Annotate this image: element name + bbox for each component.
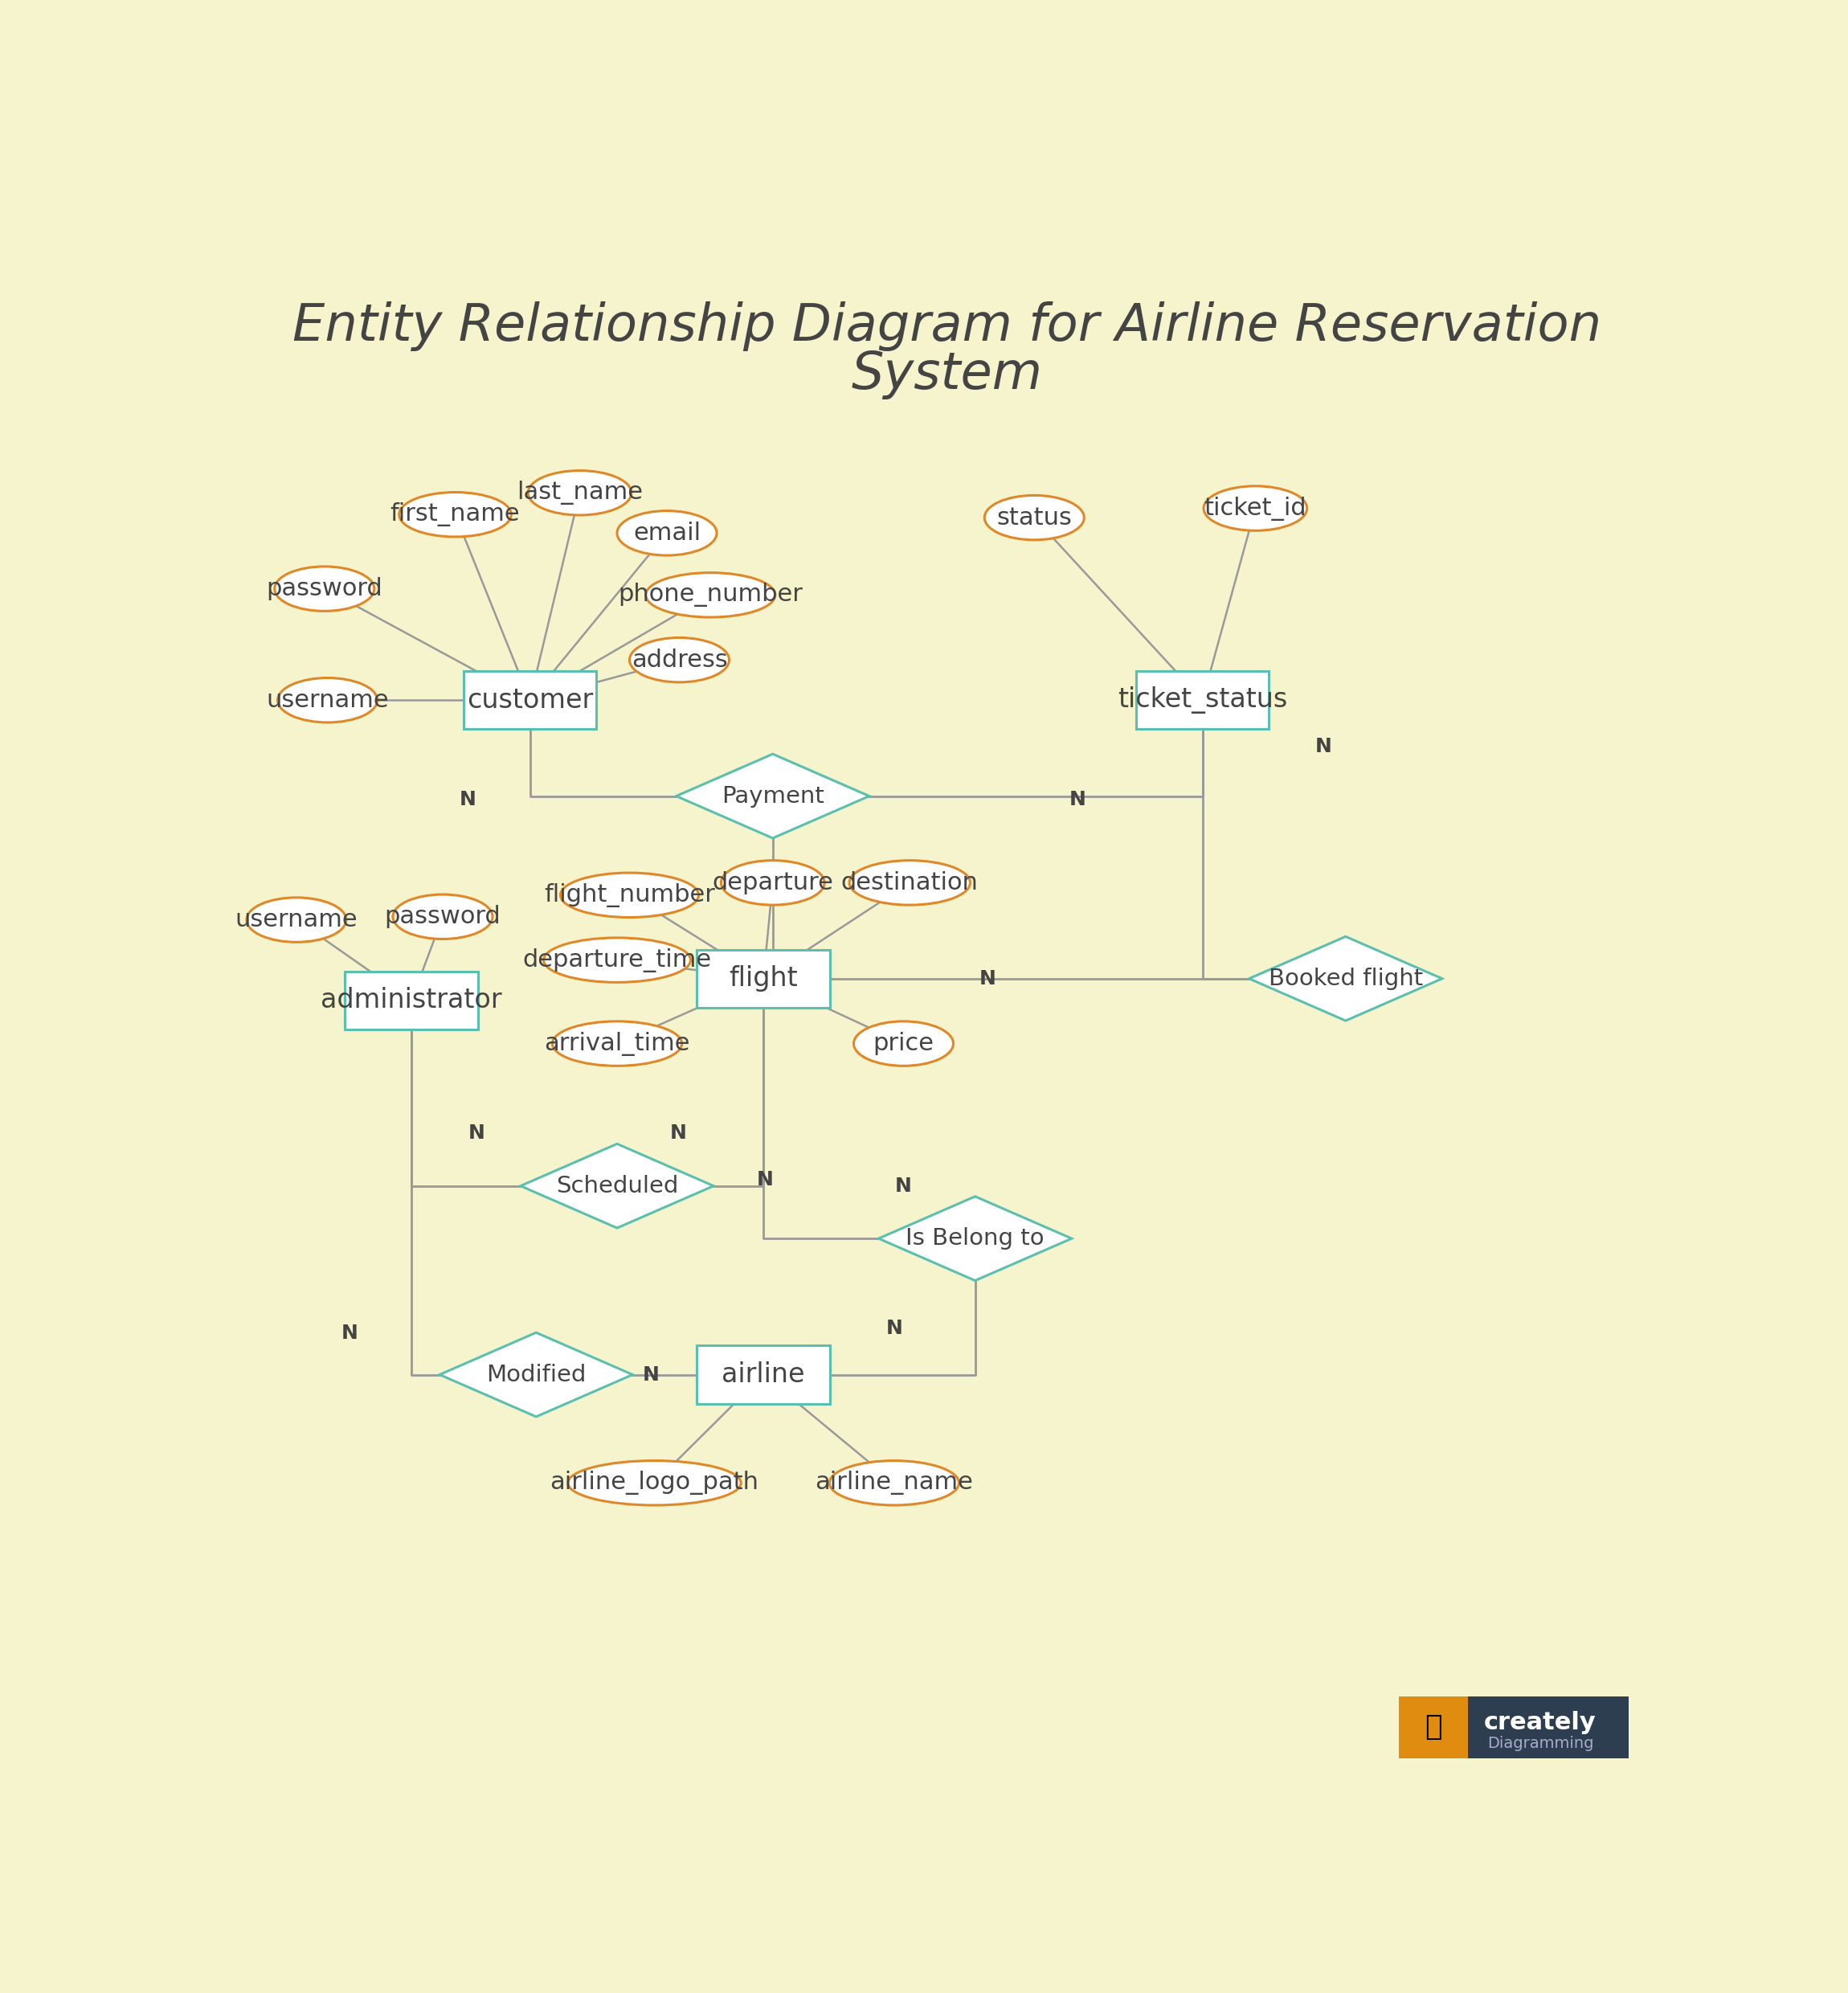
Text: Modified: Modified [486, 1363, 586, 1385]
Ellipse shape [830, 1461, 959, 1505]
Text: address: address [632, 648, 728, 672]
Text: N: N [758, 1170, 774, 1190]
Text: N: N [469, 1124, 486, 1142]
FancyBboxPatch shape [1399, 1696, 1628, 1758]
Ellipse shape [275, 566, 373, 612]
FancyBboxPatch shape [697, 949, 830, 1008]
Ellipse shape [399, 492, 512, 536]
Text: Booked flight: Booked flight [1268, 967, 1423, 991]
Ellipse shape [617, 510, 717, 556]
Text: ticket_status: ticket_status [1118, 686, 1288, 713]
Text: ticket_id: ticket_id [1205, 496, 1307, 520]
Text: first_name: first_name [390, 502, 519, 526]
Ellipse shape [985, 496, 1085, 540]
Polygon shape [440, 1333, 632, 1417]
FancyBboxPatch shape [464, 672, 597, 729]
Text: airline_logo_path: airline_logo_path [551, 1471, 760, 1495]
Text: Entity Relationship Diagram for Airline Reservation: Entity Relationship Diagram for Airline … [292, 301, 1602, 351]
Text: password: password [266, 578, 383, 600]
Text: last_name: last_name [517, 480, 643, 504]
Ellipse shape [394, 895, 493, 939]
Text: airline_name: airline_name [815, 1471, 974, 1495]
Text: flight: flight [728, 965, 798, 993]
Text: Diagramming: Diagramming [1488, 1736, 1593, 1752]
Ellipse shape [567, 1461, 741, 1505]
Text: password: password [384, 905, 501, 929]
Ellipse shape [850, 861, 970, 905]
Text: System: System [852, 349, 1042, 399]
FancyBboxPatch shape [697, 1345, 830, 1403]
Text: Is Belong to: Is Belong to [906, 1228, 1044, 1250]
Ellipse shape [543, 939, 691, 983]
Text: username: username [235, 909, 359, 931]
Text: N: N [885, 1319, 902, 1337]
Ellipse shape [246, 897, 346, 943]
Text: creately: creately [1484, 1710, 1597, 1734]
Text: N: N [460, 789, 477, 809]
Polygon shape [878, 1196, 1072, 1281]
Polygon shape [676, 753, 869, 839]
Text: departure_time: departure_time [523, 949, 711, 973]
Text: N: N [669, 1124, 686, 1142]
Text: airline: airline [723, 1361, 806, 1387]
FancyBboxPatch shape [1137, 672, 1270, 729]
Text: 💡: 💡 [1425, 1714, 1441, 1742]
Ellipse shape [721, 861, 824, 905]
Ellipse shape [560, 873, 699, 917]
Text: N: N [979, 969, 996, 989]
Text: price: price [872, 1032, 933, 1054]
Ellipse shape [645, 572, 776, 618]
Text: email: email [634, 522, 700, 544]
Text: N: N [340, 1323, 359, 1343]
Text: phone_number: phone_number [617, 582, 802, 608]
Text: status: status [996, 506, 1072, 530]
Text: N: N [643, 1365, 660, 1385]
Text: Payment: Payment [721, 785, 824, 807]
Text: administrator: administrator [322, 987, 503, 1014]
Ellipse shape [529, 470, 632, 514]
Text: N: N [1070, 789, 1087, 809]
Ellipse shape [1203, 486, 1307, 530]
Text: N: N [894, 1176, 911, 1196]
Polygon shape [1249, 937, 1441, 1020]
Text: N: N [1316, 737, 1332, 755]
Text: arrival_time: arrival_time [543, 1032, 689, 1056]
Text: username: username [266, 688, 388, 712]
Text: destination: destination [841, 871, 978, 895]
Text: departure: departure [711, 871, 833, 895]
Ellipse shape [277, 678, 377, 721]
Polygon shape [521, 1144, 713, 1228]
Text: customer: customer [468, 688, 593, 713]
FancyBboxPatch shape [346, 971, 479, 1028]
Ellipse shape [630, 638, 730, 682]
Ellipse shape [854, 1020, 954, 1066]
FancyBboxPatch shape [1399, 1696, 1467, 1758]
Text: flight_number: flight_number [543, 883, 715, 907]
Ellipse shape [553, 1020, 682, 1066]
Text: Scheduled: Scheduled [556, 1174, 678, 1198]
